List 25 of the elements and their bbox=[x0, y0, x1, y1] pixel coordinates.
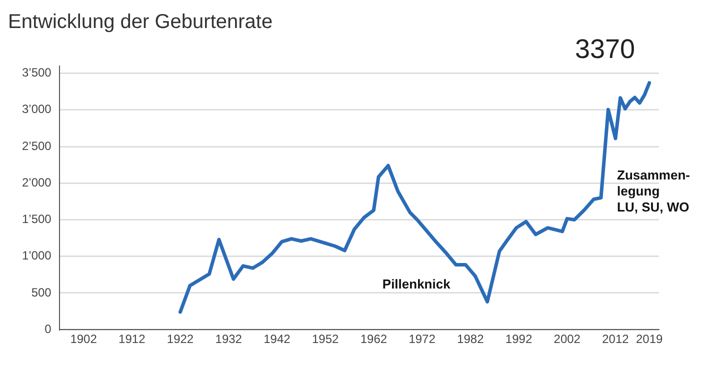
x-tick-label: 2002 bbox=[554, 332, 581, 346]
x-tick-label: 2019 bbox=[636, 332, 663, 346]
y-tick-label: 1’500 bbox=[22, 212, 52, 226]
y-tick-label: 3’000 bbox=[22, 102, 52, 116]
y-tick-label: 2’500 bbox=[22, 138, 52, 153]
y-tick-label: 2’000 bbox=[22, 175, 52, 190]
y-tick-label: 3’500 bbox=[22, 66, 52, 80]
x-tick-label: 2012 bbox=[602, 332, 630, 346]
annotation: Pillenknick bbox=[382, 276, 452, 292]
text: 3370 bbox=[574, 34, 636, 64]
x-tick-label: 1962 bbox=[360, 332, 388, 346]
x-tick-label: 1942 bbox=[264, 332, 291, 346]
x-tick-label: 1902 bbox=[70, 332, 98, 346]
y-tick-label: 500 bbox=[31, 285, 52, 300]
x-tick-label: 1952 bbox=[312, 332, 339, 346]
y-tick-label: 1’000 bbox=[22, 248, 52, 263]
chart-title: Entwicklung der Geburtenrate bbox=[8, 11, 273, 33]
x-tick-label: 1972 bbox=[408, 332, 436, 346]
annotation: Zusammen- legung LU, SU, WO bbox=[617, 167, 690, 214]
x-tick-label: 1912 bbox=[118, 332, 146, 346]
x-tick-label: 1982 bbox=[457, 332, 484, 346]
y-tick-label: 0 bbox=[44, 322, 52, 336]
x-tick-label: 1922 bbox=[166, 332, 194, 346]
x-tick-label: 1992 bbox=[505, 332, 532, 346]
x-tick-label: 1932 bbox=[215, 332, 242, 346]
